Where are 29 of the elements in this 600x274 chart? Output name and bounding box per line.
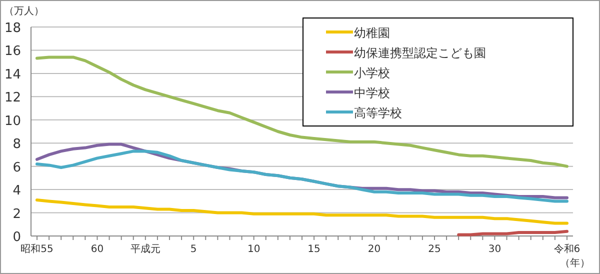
- x-tick-label: 昭和55: [20, 243, 54, 255]
- x-tick-label: 20: [368, 244, 381, 255]
- y-tick-label: 2: [12, 206, 21, 222]
- x-tick-label: 令和6: [554, 243, 580, 255]
- x-tick-label: 30: [488, 244, 502, 255]
- y-tick-label: 12: [4, 90, 21, 106]
- y-tick-label: 14: [4, 67, 21, 82]
- x-tick-label: 平成元: [130, 243, 160, 255]
- legend-label: 高等学校: [354, 106, 402, 120]
- y-tick-label: 8: [12, 137, 21, 152]
- line-series: [36, 150, 568, 203]
- legend-label: 幼保連携型認定こども園: [354, 46, 486, 60]
- legend-label: 中学校: [354, 86, 390, 100]
- x-tick-label: 15: [308, 244, 320, 255]
- x-tick-label: 5: [190, 244, 197, 255]
- legend-label: 幼稚園: [354, 26, 390, 40]
- y-axis-title: （万人）: [4, 6, 44, 17]
- y-tick-label: 4: [12, 184, 21, 199]
- x-tick-label: 25: [428, 244, 441, 255]
- y-tick-label: 18: [4, 21, 21, 36]
- x-tick-label: 60: [90, 244, 104, 255]
- y-tick-label: 0: [12, 230, 21, 245]
- y-tick-label: 10: [4, 114, 21, 129]
- x-tick-label: 10: [247, 244, 260, 255]
- line-series: [36, 198, 568, 225]
- y-tick-label: 6: [12, 160, 21, 176]
- y-tick-label: 16: [4, 44, 21, 60]
- legend-label: 小学校: [354, 66, 390, 80]
- x-axis-title: （年）: [560, 257, 590, 269]
